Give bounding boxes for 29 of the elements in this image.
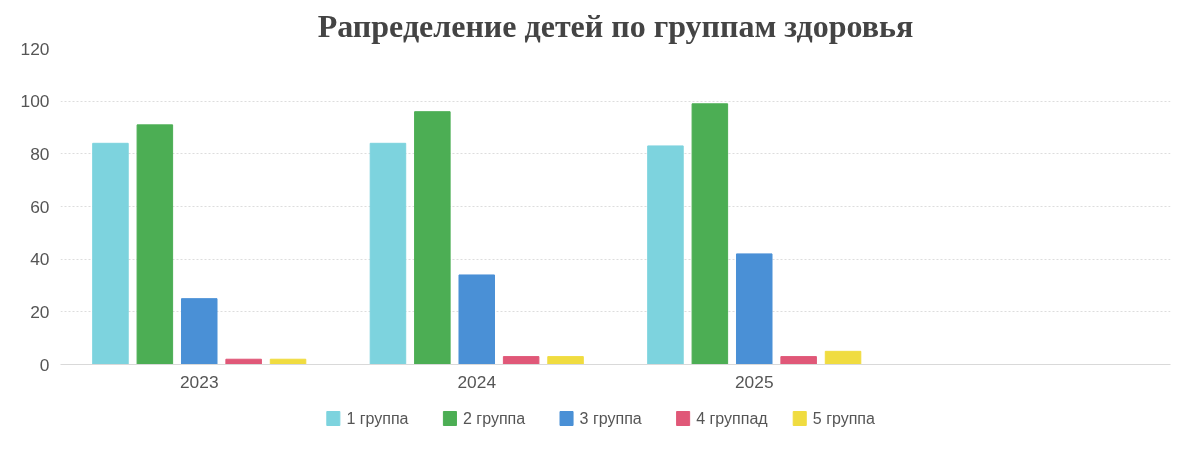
bar xyxy=(647,145,684,365)
bar xyxy=(824,350,862,365)
bar xyxy=(136,124,174,365)
y-tick-label: 100 xyxy=(20,91,50,112)
bar xyxy=(414,111,451,365)
y-tick-label: 40 xyxy=(30,249,50,270)
bar xyxy=(369,142,407,365)
legend-label: 4 группад xyxy=(696,410,769,427)
x-tick-label: 2024 xyxy=(457,371,497,392)
legend-label: 1 группа xyxy=(346,410,409,427)
bar xyxy=(502,356,540,365)
bar xyxy=(691,103,729,365)
y-tick-label: 60 xyxy=(30,196,50,217)
y-tick-label: 120 xyxy=(20,38,50,59)
x-tick-label: 2025 xyxy=(734,371,774,392)
bar xyxy=(180,298,218,365)
y-tick-label: 0 xyxy=(39,354,50,375)
bar xyxy=(780,356,817,365)
bar xyxy=(458,274,496,365)
y-tick-label: 20 xyxy=(30,301,50,322)
legend-label: 3 группа xyxy=(579,410,642,427)
bar xyxy=(92,142,129,365)
bar xyxy=(547,356,584,365)
legend-label: 2 группа xyxy=(462,410,526,427)
y-tick-label: 80 xyxy=(30,143,50,164)
bar xyxy=(735,253,773,365)
chart-title: Рапределение детей по группам здоровья xyxy=(317,7,914,44)
x-tick-label: 2023 xyxy=(179,371,219,392)
legend-label: 5 группа xyxy=(812,410,876,427)
